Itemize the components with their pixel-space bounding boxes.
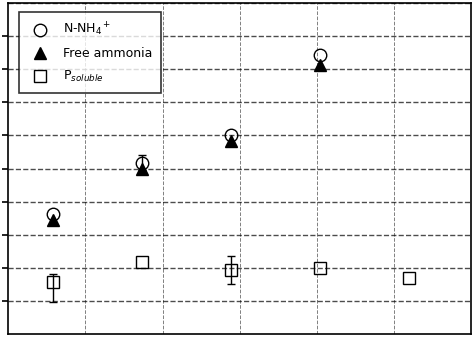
Legend: N-NH$_4$$^+$, Free ammonia, P$_{soluble}$: N-NH$_4$$^+$, Free ammonia, P$_{soluble}… <box>19 12 161 93</box>
